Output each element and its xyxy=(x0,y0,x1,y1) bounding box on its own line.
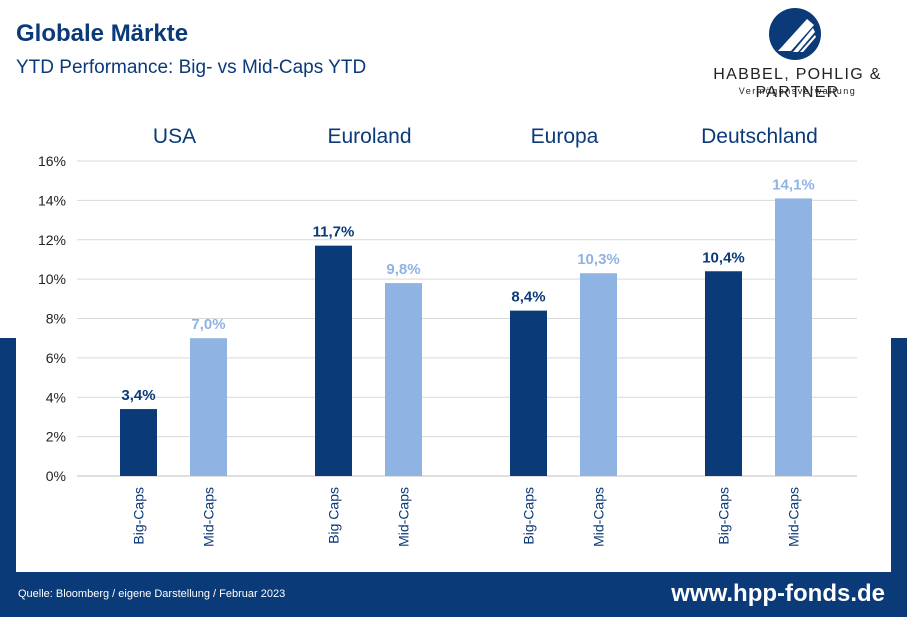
bar xyxy=(775,198,812,476)
data-label: 11,7% xyxy=(313,224,355,241)
category-label: Big-Caps xyxy=(521,487,537,545)
category-label: Mid-Caps xyxy=(591,487,607,547)
category-label: Big Caps xyxy=(326,487,342,544)
group-title: Deutschland xyxy=(701,125,818,148)
group-title: Euroland xyxy=(327,125,411,148)
y-tick-label: 12% xyxy=(38,232,66,248)
data-label: 10,4% xyxy=(702,249,745,266)
category-label: Mid-Caps xyxy=(786,487,802,547)
page-title: Globale Märkte xyxy=(16,20,189,47)
data-label: 3,4% xyxy=(121,387,155,404)
bar xyxy=(385,283,422,476)
category-label: Mid-Caps xyxy=(201,487,217,547)
y-tick-label: 6% xyxy=(46,350,66,366)
logo-company-name: HABBEL, POHLIG & PARTNER xyxy=(713,66,882,101)
y-tick-label: 10% xyxy=(38,271,66,287)
bar xyxy=(315,245,352,476)
website-link[interactable]: www.hpp-fonds.de xyxy=(671,580,885,607)
bar xyxy=(190,338,227,476)
y-tick-label: 16% xyxy=(38,153,66,169)
page-subtitle: YTD Performance: Big- vs Mid-Caps YTD xyxy=(16,57,367,78)
y-tick-label: 0% xyxy=(46,468,66,484)
right-accent-band xyxy=(891,338,907,572)
bar xyxy=(705,271,742,476)
y-tick-label: 14% xyxy=(38,192,66,208)
y-tick-label: 2% xyxy=(46,429,66,445)
data-label: 14,1% xyxy=(772,176,815,193)
bar xyxy=(510,310,547,476)
category-label: Big-Caps xyxy=(131,487,147,545)
y-tick-label: 4% xyxy=(46,389,66,405)
y-tick-label: 8% xyxy=(46,311,66,327)
group-title: Europa xyxy=(531,125,599,148)
data-label: 9,8% xyxy=(386,261,420,278)
data-label: 8,4% xyxy=(511,289,545,306)
group-title: USA xyxy=(153,125,196,148)
data-label: 10,3% xyxy=(577,251,620,268)
data-label: 7,0% xyxy=(191,316,225,333)
logo-tagline: Vermögensverwaltung xyxy=(738,86,857,96)
bar xyxy=(580,273,617,476)
company-logo-icon xyxy=(769,8,821,60)
category-label: Big-Caps xyxy=(716,487,732,545)
category-label: Mid-Caps xyxy=(396,487,412,547)
footer-bar: Quelle: Bloomberg / eigene Darstellung /… xyxy=(0,572,907,617)
source-note: Quelle: Bloomberg / eigene Darstellung /… xyxy=(18,588,286,600)
bar-chart: 0% 2% 4% 6% 8% 10% 12% 14% 16% USA Euroland Europa D… xyxy=(38,125,857,547)
bar xyxy=(120,409,157,476)
left-accent-band xyxy=(0,338,16,572)
